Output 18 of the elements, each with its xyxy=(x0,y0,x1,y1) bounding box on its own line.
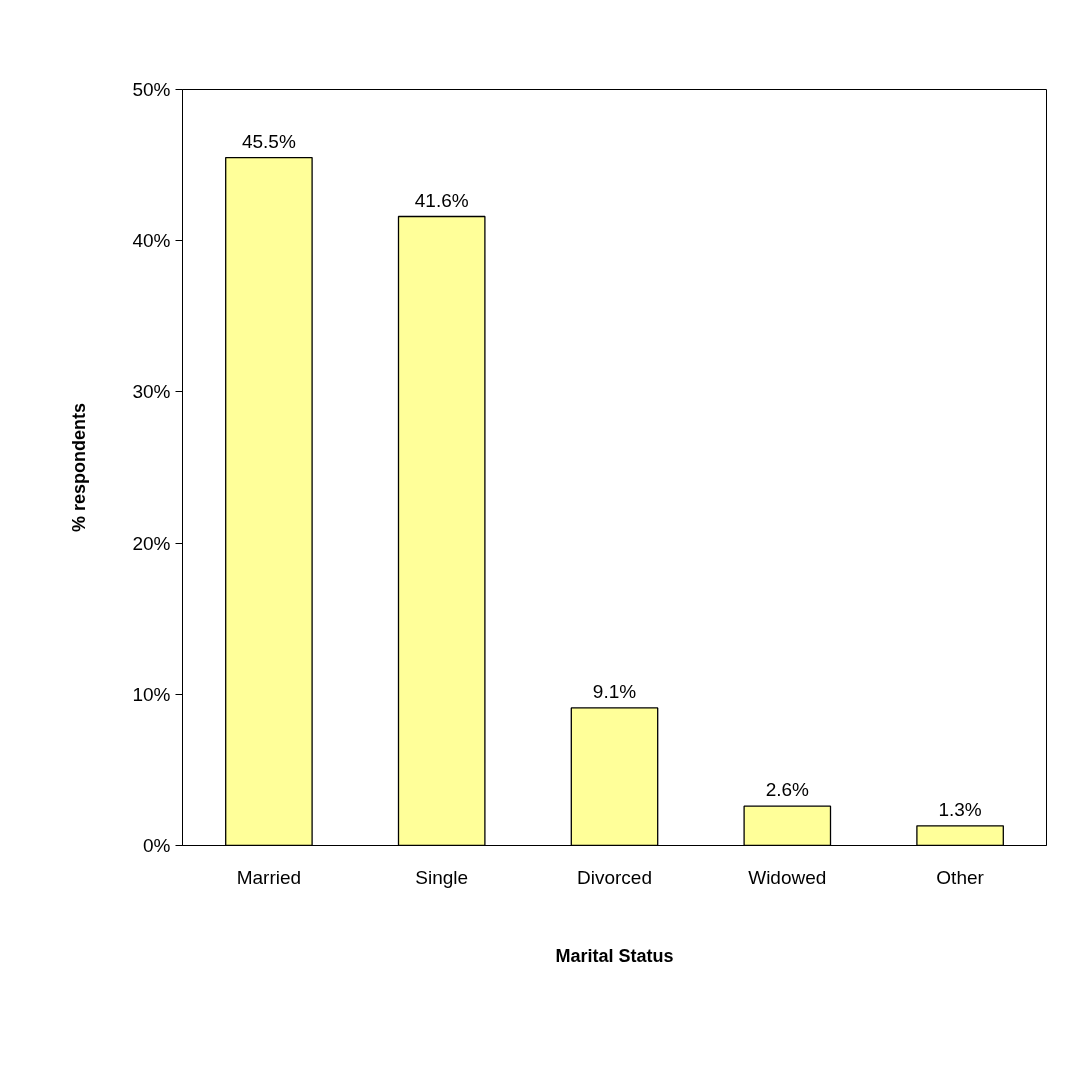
y-tick-label: 50% xyxy=(132,79,171,100)
data-label: 2.6% xyxy=(765,779,810,801)
y-axis-title: % respondents xyxy=(69,402,90,533)
y-tick-label: 0% xyxy=(143,835,171,856)
x-tick-label: Married xyxy=(236,866,302,888)
x-tick-label: Divorced xyxy=(577,866,652,888)
data-label: 1.3% xyxy=(938,798,982,820)
data-label: 45.5% xyxy=(241,130,296,152)
y-tick-label: 40% xyxy=(132,230,171,252)
data-label: 41.6% xyxy=(414,189,469,211)
y-tick-label: 20% xyxy=(132,532,171,554)
x-tick-label: Other xyxy=(936,866,985,888)
x-tick-label: Widowed xyxy=(748,866,827,888)
y-tick-label: 10% xyxy=(132,683,171,705)
data-label: 9.1% xyxy=(592,680,637,702)
x-tick-label: Single xyxy=(415,866,469,888)
y-tick-label: 30% xyxy=(132,381,171,403)
x-axis-title: Marital Status xyxy=(555,945,674,966)
